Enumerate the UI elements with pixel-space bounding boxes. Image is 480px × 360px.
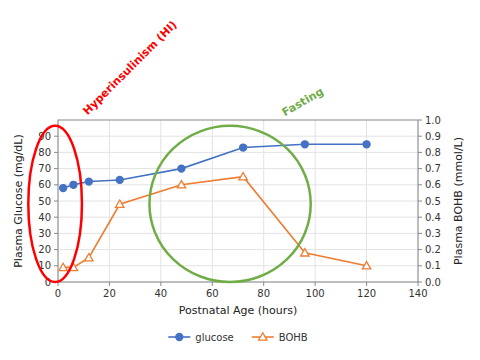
legend-item: BOHB	[252, 332, 308, 343]
x-tick-label: 20	[103, 288, 116, 299]
y2-tick	[418, 282, 422, 283]
x-tick	[212, 282, 213, 286]
x-tick-label: 120	[357, 288, 376, 299]
y2-tick	[418, 168, 422, 169]
y2-tick-label: 0.8	[425, 147, 441, 158]
y-tick	[54, 201, 58, 202]
y2-tick-label: 0.0	[425, 277, 441, 288]
series-point	[362, 262, 370, 269]
y-tick	[54, 136, 58, 137]
series-point	[116, 200, 124, 207]
x-tick-label: 60	[206, 288, 219, 299]
y-tick-label: 50	[38, 196, 51, 207]
series-point	[85, 254, 93, 261]
x-axis-label: Postnatal Age (hours)	[179, 304, 298, 317]
x-tick-label: 140	[408, 288, 427, 299]
y2-tick-label: 1.0	[425, 115, 441, 126]
plot-frame	[58, 120, 418, 282]
series-point	[240, 144, 247, 151]
y2-tick-label: 0.4	[425, 212, 441, 223]
y-axis-label: Plasma Glucose (mg/dL)	[12, 134, 25, 268]
y2-tick-label: 0.5	[425, 196, 441, 207]
chart: 02040608010012014001020304050607080900.0…	[0, 0, 480, 360]
y-tick-label: 60	[38, 179, 51, 190]
series-line	[63, 144, 366, 188]
legend: glucose BOHB	[168, 332, 308, 343]
grid-line-y	[58, 184, 418, 185]
y-tick-label: 80	[38, 147, 51, 158]
y2-tick-label: 0.7	[425, 163, 441, 174]
legend-marker	[176, 334, 183, 341]
legend-label: BOHB	[279, 332, 308, 343]
y2-tick	[418, 184, 422, 185]
data-group	[59, 141, 371, 271]
series-point	[178, 165, 185, 172]
y-tick	[54, 168, 58, 169]
series-point	[116, 176, 123, 183]
series-point	[59, 263, 67, 270]
series-point	[177, 181, 185, 188]
y-tick	[54, 217, 58, 218]
grid-line-y	[58, 233, 418, 234]
x-tick	[366, 282, 367, 286]
x-tick	[418, 282, 419, 286]
y2-tick	[418, 265, 422, 266]
grid-line-y	[58, 249, 418, 250]
grid-line-y	[58, 168, 418, 169]
legend-item: glucose	[168, 332, 233, 343]
legend-label: glucose	[195, 332, 233, 343]
y2-tick	[418, 136, 422, 137]
y-tick	[54, 233, 58, 234]
background	[0, 0, 480, 360]
y2-tick-label: 0.1	[425, 260, 441, 271]
series-point	[60, 185, 67, 192]
y2-tick	[418, 233, 422, 234]
legend-marker	[259, 333, 267, 340]
y2-tick-label: 0.6	[425, 179, 441, 190]
series-point	[301, 249, 309, 256]
y-tick	[54, 184, 58, 185]
y-tick-label: 70	[38, 163, 51, 174]
grid-line-y	[58, 136, 418, 137]
y2-tick	[418, 152, 422, 153]
y2-tick	[418, 201, 422, 202]
x-tick-label: 0	[55, 288, 61, 299]
x-tick-label: 100	[306, 288, 325, 299]
y-tick-label: 20	[38, 244, 51, 255]
annotation: Hyperinsulinism (HI)	[80, 18, 179, 117]
annotation: Fasting	[280, 85, 326, 119]
y-tick-label: 40	[38, 212, 51, 223]
y-tick	[54, 152, 58, 153]
highlight-ellipse	[149, 126, 310, 282]
y2-tick	[418, 120, 422, 121]
y-tick	[54, 249, 58, 250]
y2-tick	[418, 249, 422, 250]
x-tick	[160, 282, 161, 286]
grid-line-y	[58, 152, 418, 153]
grid-line-y	[58, 201, 418, 202]
highlight-ellipse	[28, 126, 82, 282]
y-tick	[54, 265, 58, 266]
y2-tick-label: 0.9	[425, 131, 441, 142]
grid	[58, 120, 418, 282]
x-tick-label: 80	[257, 288, 270, 299]
x-tick-label: 40	[154, 288, 167, 299]
series-point	[239, 173, 247, 180]
series-point	[70, 181, 77, 188]
y2-tick-label: 0.2	[425, 244, 441, 255]
series-line	[63, 177, 366, 268]
y2-axis-label: Plasma BOHB (mmol/L)	[452, 137, 465, 265]
x-tick	[263, 282, 264, 286]
series-point	[301, 141, 308, 148]
series-point	[363, 141, 370, 148]
x-tick	[109, 282, 110, 286]
y2-tick-label: 0.3	[425, 228, 441, 239]
x-tick	[315, 282, 316, 286]
series-point	[85, 178, 92, 185]
y-tick-label: 30	[38, 228, 51, 239]
y2-tick	[418, 217, 422, 218]
